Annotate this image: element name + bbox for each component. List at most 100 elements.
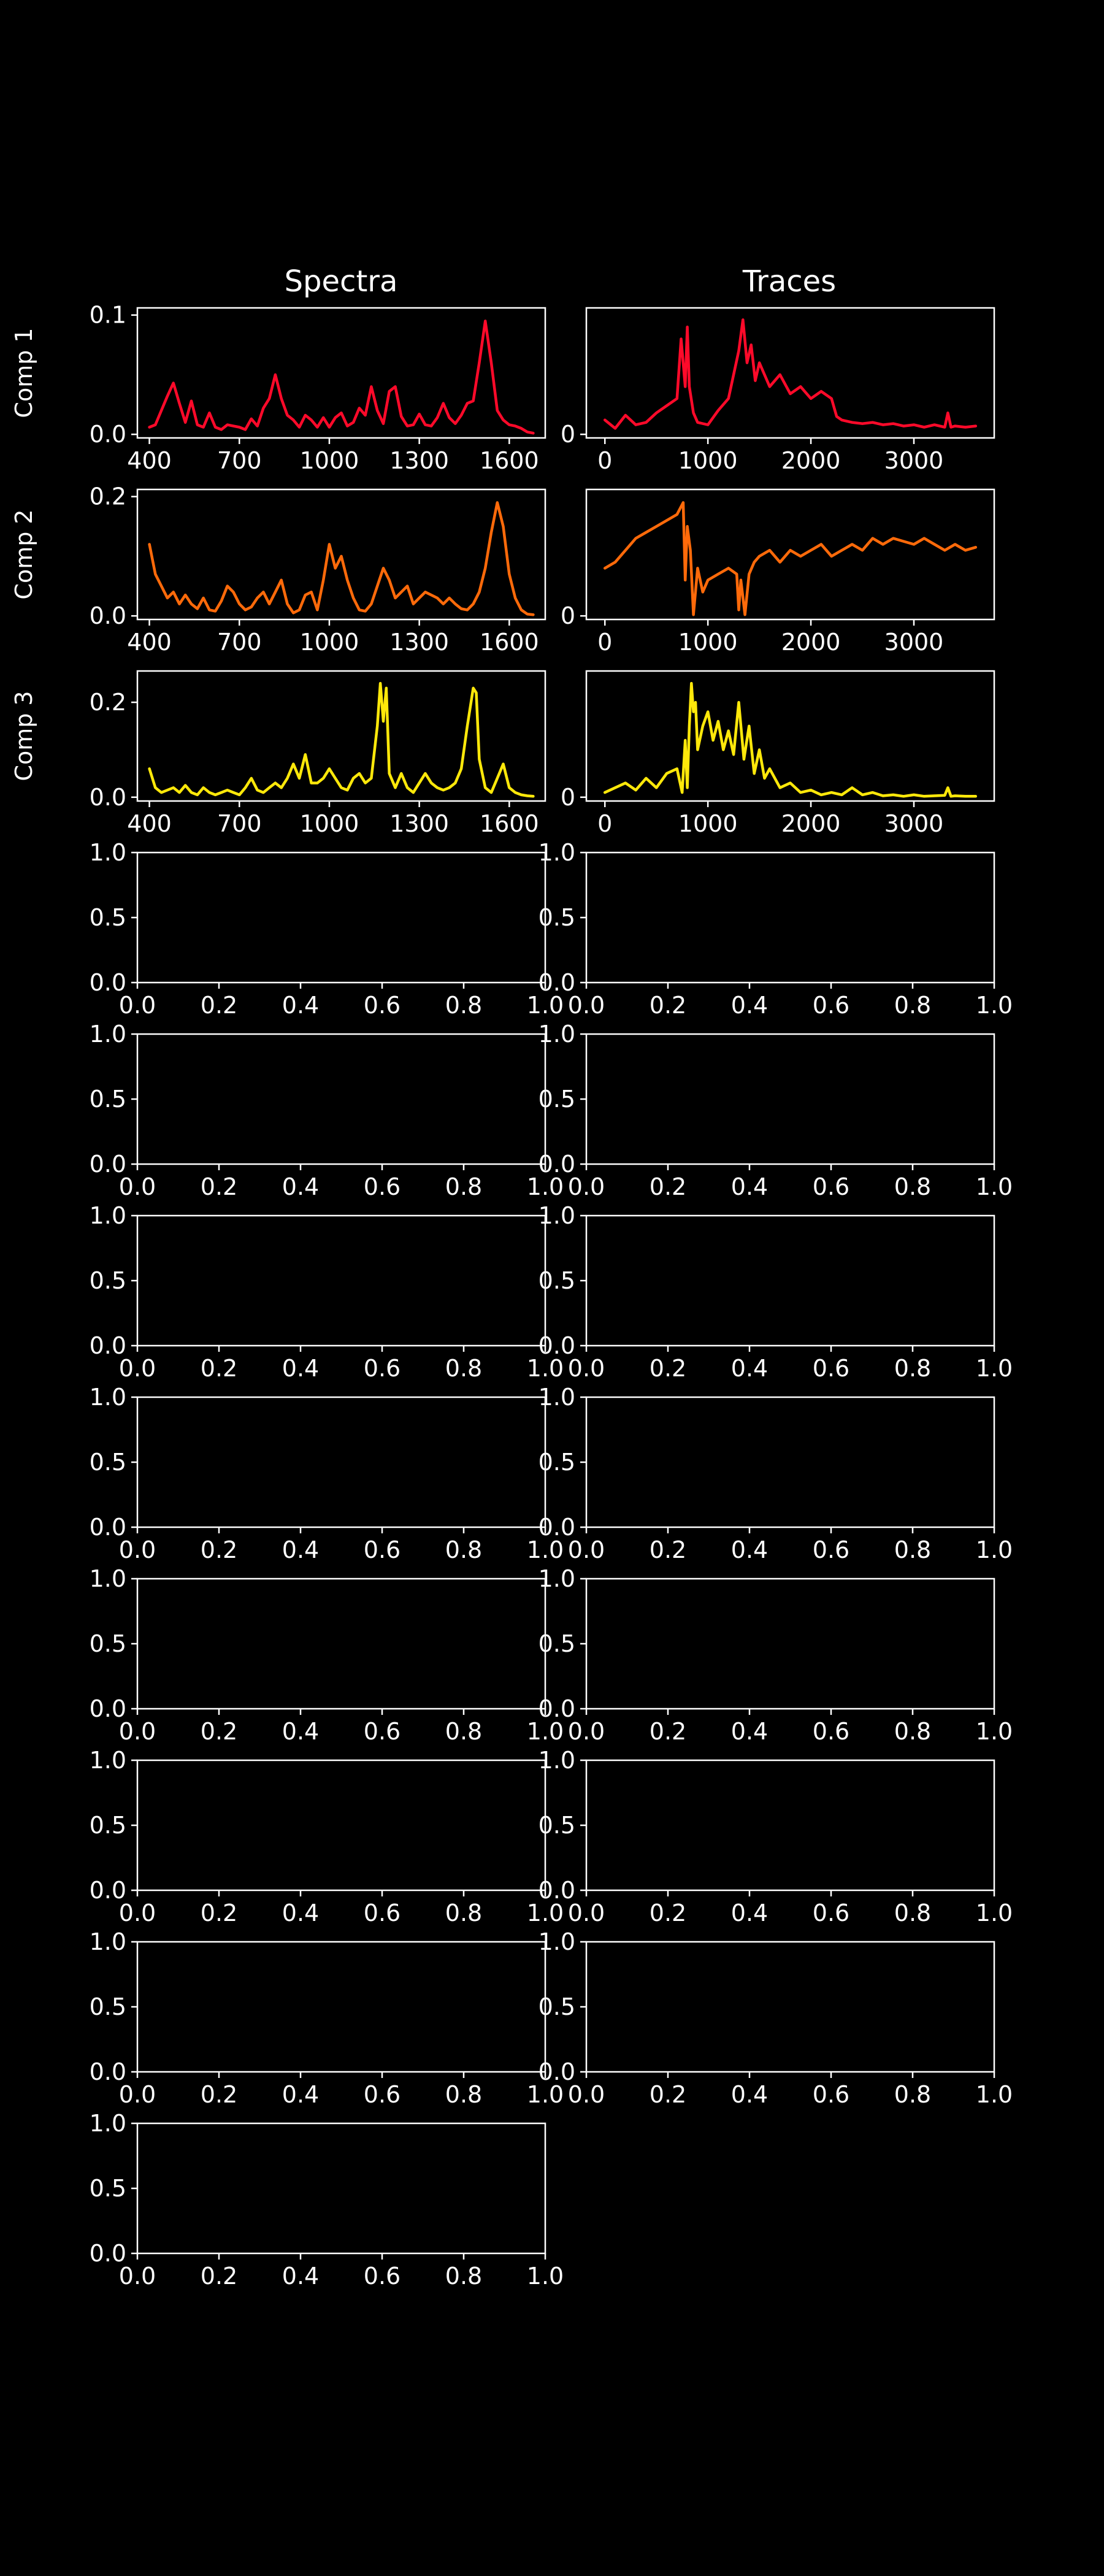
x-tick-label: 0 <box>597 447 612 474</box>
x-tick-label: 0.6 <box>364 1536 401 1563</box>
x-tick-label: 0.8 <box>894 1536 931 1563</box>
x-tick-label: 0.0 <box>568 1173 605 1200</box>
x-tick-label: 1300 <box>389 447 449 474</box>
x-tick-label: 0.0 <box>119 2263 156 2290</box>
x-tick-label: 400 <box>127 447 172 474</box>
x-tick-label: 0.4 <box>282 1718 319 1745</box>
y-tick-label: 0 <box>561 784 575 811</box>
x-tick-label: 700 <box>217 447 262 474</box>
y-tick-label: 0.0 <box>90 784 126 811</box>
x-tick-label: 0.4 <box>282 2263 319 2290</box>
x-tick-label: 0.8 <box>445 1173 482 1200</box>
x-tick-label: 1.0 <box>527 992 564 1019</box>
x-tick-label: 0.4 <box>731 1173 768 1200</box>
x-tick-label: 1.0 <box>976 1355 1013 1382</box>
series-line <box>148 501 535 616</box>
y-tick-label: 0.5 <box>539 1086 575 1113</box>
x-tick-label: 1.0 <box>976 2081 1013 2108</box>
axes-frame <box>136 488 546 621</box>
x-tick-label: 400 <box>127 629 172 656</box>
x-tick-label: 0.2 <box>650 1536 686 1563</box>
x-tick-label: 3000 <box>884 447 944 474</box>
x-tick-label: 1.0 <box>527 1173 564 1200</box>
y-tick-label: 0.5 <box>539 904 575 931</box>
x-tick-label: 0.6 <box>813 992 849 1019</box>
x-tick-label: 0.8 <box>894 1355 931 1382</box>
subplot-r2-c2: 0 1000 2000 3000 0 <box>561 488 995 656</box>
x-tick-label: 0.8 <box>445 1355 482 1382</box>
x-tick-label: 1600 <box>480 629 539 656</box>
x-tick-label: 0.8 <box>445 992 482 1019</box>
x-tick-label: 0.0 <box>568 2081 605 2108</box>
x-tick-label: 0.6 <box>813 1355 849 1382</box>
y-tick-label: 1.0 <box>539 1747 575 1774</box>
x-tick-label: 0.0 <box>568 1899 605 1926</box>
subplot-r2-c1: 400 700 1000 1300 1600 0.0 0.2 Comp 2 <box>10 483 546 656</box>
x-tick-label: 0.2 <box>201 1173 237 1200</box>
x-tick-label: 0.4 <box>731 1536 768 1563</box>
subplot-r11-c1: 0.0 0.2 0.4 0.6 0.8 1.0 0.0 0.5 1.0 <box>90 2110 564 2290</box>
column-title-spectra: Spectra <box>285 264 398 299</box>
x-tick-label: 0.0 <box>119 1899 156 1926</box>
series-line <box>603 681 978 798</box>
x-tick-label: 0.6 <box>364 1355 401 1382</box>
y-tick-label: 0.0 <box>90 1877 126 1904</box>
x-tick-label: 0.0 <box>568 1355 605 1382</box>
y-tick-label: 0.2 <box>90 689 126 716</box>
x-tick-label: 0.4 <box>731 1718 768 1745</box>
x-tick-label: 0.0 <box>568 992 605 1019</box>
x-tick-label: 1.0 <box>527 1536 564 1563</box>
row-label: Comp 1 <box>10 328 37 418</box>
y-tick-label: 0.0 <box>90 2058 126 2085</box>
subplot-r10-c2: 0.0 0.2 0.4 0.6 0.8 1.0 0.0 0.5 1.0 <box>539 1928 1013 2108</box>
axes-frame <box>585 307 995 439</box>
x-tick-label: 0.0 <box>119 1536 156 1563</box>
x-tick-label: 0.6 <box>813 1173 849 1200</box>
x-tick-label: 0.0 <box>119 1355 156 1382</box>
subplot-r5-c2: 0.0 0.2 0.4 0.6 0.8 1.0 0.0 0.5 1.0 <box>539 1021 1013 1200</box>
x-tick-label: 0.6 <box>364 2081 401 2108</box>
y-tick-label: 0.0 <box>539 1514 575 1541</box>
x-tick-label: 0.0 <box>119 2081 156 2108</box>
x-tick-label: 0.6 <box>813 1899 849 1926</box>
subplot-r4-c1: 0.0 0.2 0.4 0.6 0.8 1.0 0.0 0.5 1.0 <box>90 839 564 1019</box>
y-tick-label: 0.5 <box>539 1267 575 1294</box>
y-tick-label: 1.0 <box>90 2110 126 2137</box>
x-tick-label: 1000 <box>678 447 738 474</box>
row-label: Comp 2 <box>10 509 37 599</box>
x-tick-label: 0.8 <box>894 992 931 1019</box>
x-tick-label: 0.8 <box>894 2081 931 2108</box>
subplot-r1-c1: 400 700 1000 1300 1600 0.0 0.1 Comp 1 <box>10 302 546 474</box>
axes-frame <box>136 307 546 439</box>
y-tick-label: 1.0 <box>90 1747 126 1774</box>
y-tick-label: 0.5 <box>90 1267 126 1294</box>
x-tick-label: 0.8 <box>894 1718 931 1745</box>
x-tick-label: 1300 <box>389 810 449 837</box>
y-tick-label: 1.0 <box>90 1928 126 1955</box>
y-tick-label: 1.0 <box>539 1565 575 1592</box>
x-tick-label: 0.6 <box>364 2263 401 2290</box>
y-tick-label: 1.0 <box>90 839 126 866</box>
x-tick-label: 0.2 <box>201 1899 237 1926</box>
x-tick-label: 700 <box>217 629 262 656</box>
x-tick-label: 700 <box>217 810 262 837</box>
series-line <box>603 318 978 430</box>
y-tick-label: 0.5 <box>90 1993 126 2020</box>
y-tick-label: 0.5 <box>90 1086 126 1113</box>
x-tick-label: 0.4 <box>731 2081 768 2108</box>
x-tick-label: 1300 <box>389 629 449 656</box>
subplot-r8-c2: 0.0 0.2 0.4 0.6 0.8 1.0 0.0 0.5 1.0 <box>539 1565 1013 1745</box>
x-tick-label: 0.4 <box>731 1355 768 1382</box>
x-tick-label: 2000 <box>781 629 841 656</box>
y-tick-label: 0.0 <box>90 1695 126 1722</box>
y-tick-label: 0.5 <box>539 1630 575 1657</box>
x-tick-label: 0.2 <box>650 1718 686 1745</box>
x-tick-label: 0.2 <box>201 1718 237 1745</box>
x-tick-label: 0.0 <box>119 1173 156 1200</box>
y-tick-label: 1.0 <box>539 1021 575 1048</box>
x-tick-label: 0.4 <box>282 1355 319 1382</box>
subplot-r5-c1: 0.0 0.2 0.4 0.6 0.8 1.0 0.0 0.5 1.0 <box>90 1021 564 1200</box>
y-tick-label: 0.0 <box>90 969 126 996</box>
x-tick-label: 0 <box>597 810 612 837</box>
